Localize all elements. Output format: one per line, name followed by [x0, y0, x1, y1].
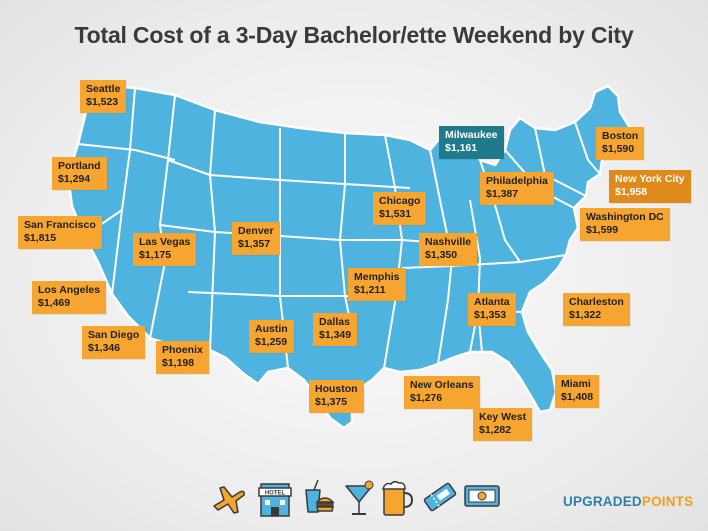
city-label-key-west: Key West $1,282: [473, 408, 533, 441]
city-name: Memphis: [354, 271, 400, 283]
city-name: Nashville: [425, 236, 472, 248]
hotel-icon: HOTEL: [258, 483, 292, 517]
city-cost: $1,353: [474, 309, 507, 321]
state-borders: [77, 87, 601, 369]
city-label-chicago: Chicago $1,531: [373, 192, 427, 225]
city-cost: $1,958: [615, 186, 648, 198]
city-label-charleston: Charleston $1,322: [563, 293, 630, 326]
city-label-boston: Boston $1,590: [596, 127, 645, 160]
ticket-icon: [423, 482, 457, 512]
city-name: Dallas: [319, 316, 350, 328]
cocktail-icon: [345, 480, 374, 515]
beer-mug-icon: [382, 480, 414, 516]
city-cost: $1,282: [479, 424, 512, 436]
city-name: Las Vegas: [139, 236, 191, 248]
city-label-memphis: Memphis $1,211: [348, 268, 406, 301]
city-name: Phoenix: [162, 344, 203, 356]
city-name: Houston: [315, 383, 358, 395]
city-name: Chicago: [379, 195, 421, 207]
city-cost: $1,350: [425, 249, 458, 261]
city-cost: $1,294: [58, 173, 91, 185]
city-name: New York City: [615, 173, 685, 185]
city-cost: $1,599: [586, 224, 619, 236]
svg-text:HOTEL: HOTEL: [265, 491, 286, 497]
city-name: Milwaukee: [445, 129, 498, 141]
city-cost: $1,387: [486, 188, 519, 200]
city-cost: $1,259: [255, 336, 288, 348]
city-name: Austin: [255, 323, 288, 335]
food-drink-icon: [305, 479, 335, 513]
city-cost: $1,375: [315, 396, 348, 408]
city-label-denver: Denver $1,357: [232, 222, 280, 255]
city-label-philadelphia: Philadelphia $1,387: [480, 172, 554, 205]
page-title: Total Cost of a 3-Day Bachelor/ette Week…: [74, 22, 634, 48]
city-name: Boston: [602, 130, 639, 142]
city-name: New Orleans: [410, 379, 474, 391]
city-label-las-vegas: Las Vegas $1,175: [133, 233, 197, 266]
city-name: Charleston: [569, 296, 624, 308]
city-name: Atlanta: [474, 296, 510, 308]
city-label-austin: Austin $1,259: [249, 320, 294, 353]
city-label-miami: Miami $1,408: [555, 375, 600, 408]
city-cost: $1,322: [569, 309, 602, 321]
city-cost: $1,357: [238, 238, 271, 250]
city-name: San Diego: [88, 329, 140, 341]
city-label-houston: Houston $1,375: [309, 380, 364, 413]
brand-part2: POINTS: [641, 494, 694, 509]
city-label-seattle: Seattle $1,523: [80, 80, 127, 113]
city-label-phoenix: Phoenix $1,198: [156, 341, 209, 374]
city-cost: $1,590: [602, 143, 635, 155]
city-cost: $1,346: [88, 342, 121, 354]
city-cost: $1,198: [162, 357, 195, 369]
city-label-milwaukee: Milwaukee $1,161: [439, 126, 504, 159]
city-cost: $1,408: [561, 391, 594, 403]
city-name: San Francisco: [24, 219, 96, 231]
city-cost: $1,161: [445, 142, 478, 154]
city-name: Denver: [238, 225, 274, 237]
city-cost: $1,531: [379, 208, 412, 220]
city-cost: $1,349: [319, 329, 352, 341]
city-label-san-francisco: San Francisco $1,815: [18, 216, 102, 249]
city-cost: $1,523: [86, 96, 119, 108]
city-cost: $1,815: [24, 232, 57, 244]
city-label-new-orleans: New Orleans $1,276: [404, 376, 480, 409]
city-cost: $1,469: [38, 297, 71, 309]
city-label-atlanta: Atlanta $1,353: [468, 293, 516, 326]
money-icon: [464, 485, 500, 507]
city-cost: $1,276: [410, 392, 443, 404]
city-name: Key West: [479, 411, 527, 423]
city-label-san-diego: San Diego $1,346: [82, 326, 146, 359]
city-cost: $1,175: [139, 249, 172, 261]
city-cost: $1,211: [354, 284, 386, 296]
city-label-los-angeles: Los Angeles $1,469: [32, 281, 107, 314]
city-label-portland: Portland $1,294: [52, 157, 107, 190]
city-name: Washington DC: [586, 211, 664, 223]
city-name: Philadelphia: [486, 175, 548, 187]
city-label-new-york-city: New York City $1,958: [609, 170, 691, 203]
brand-part1: UPGRADED: [563, 494, 642, 509]
city-name: Portland: [58, 160, 101, 172]
brand-logo: UPGRADEDPOINTS: [563, 494, 693, 509]
city-label-dallas: Dallas $1,349: [313, 313, 358, 346]
airplane-icon: [213, 486, 245, 514]
city-name: Seattle: [86, 83, 121, 95]
city-label-washington-dc: Washington DC $1,599: [580, 208, 670, 241]
city-label-nashville: Nashville $1,350: [419, 233, 478, 266]
city-name: Miami: [561, 378, 591, 390]
city-name: Los Angeles: [38, 284, 101, 296]
